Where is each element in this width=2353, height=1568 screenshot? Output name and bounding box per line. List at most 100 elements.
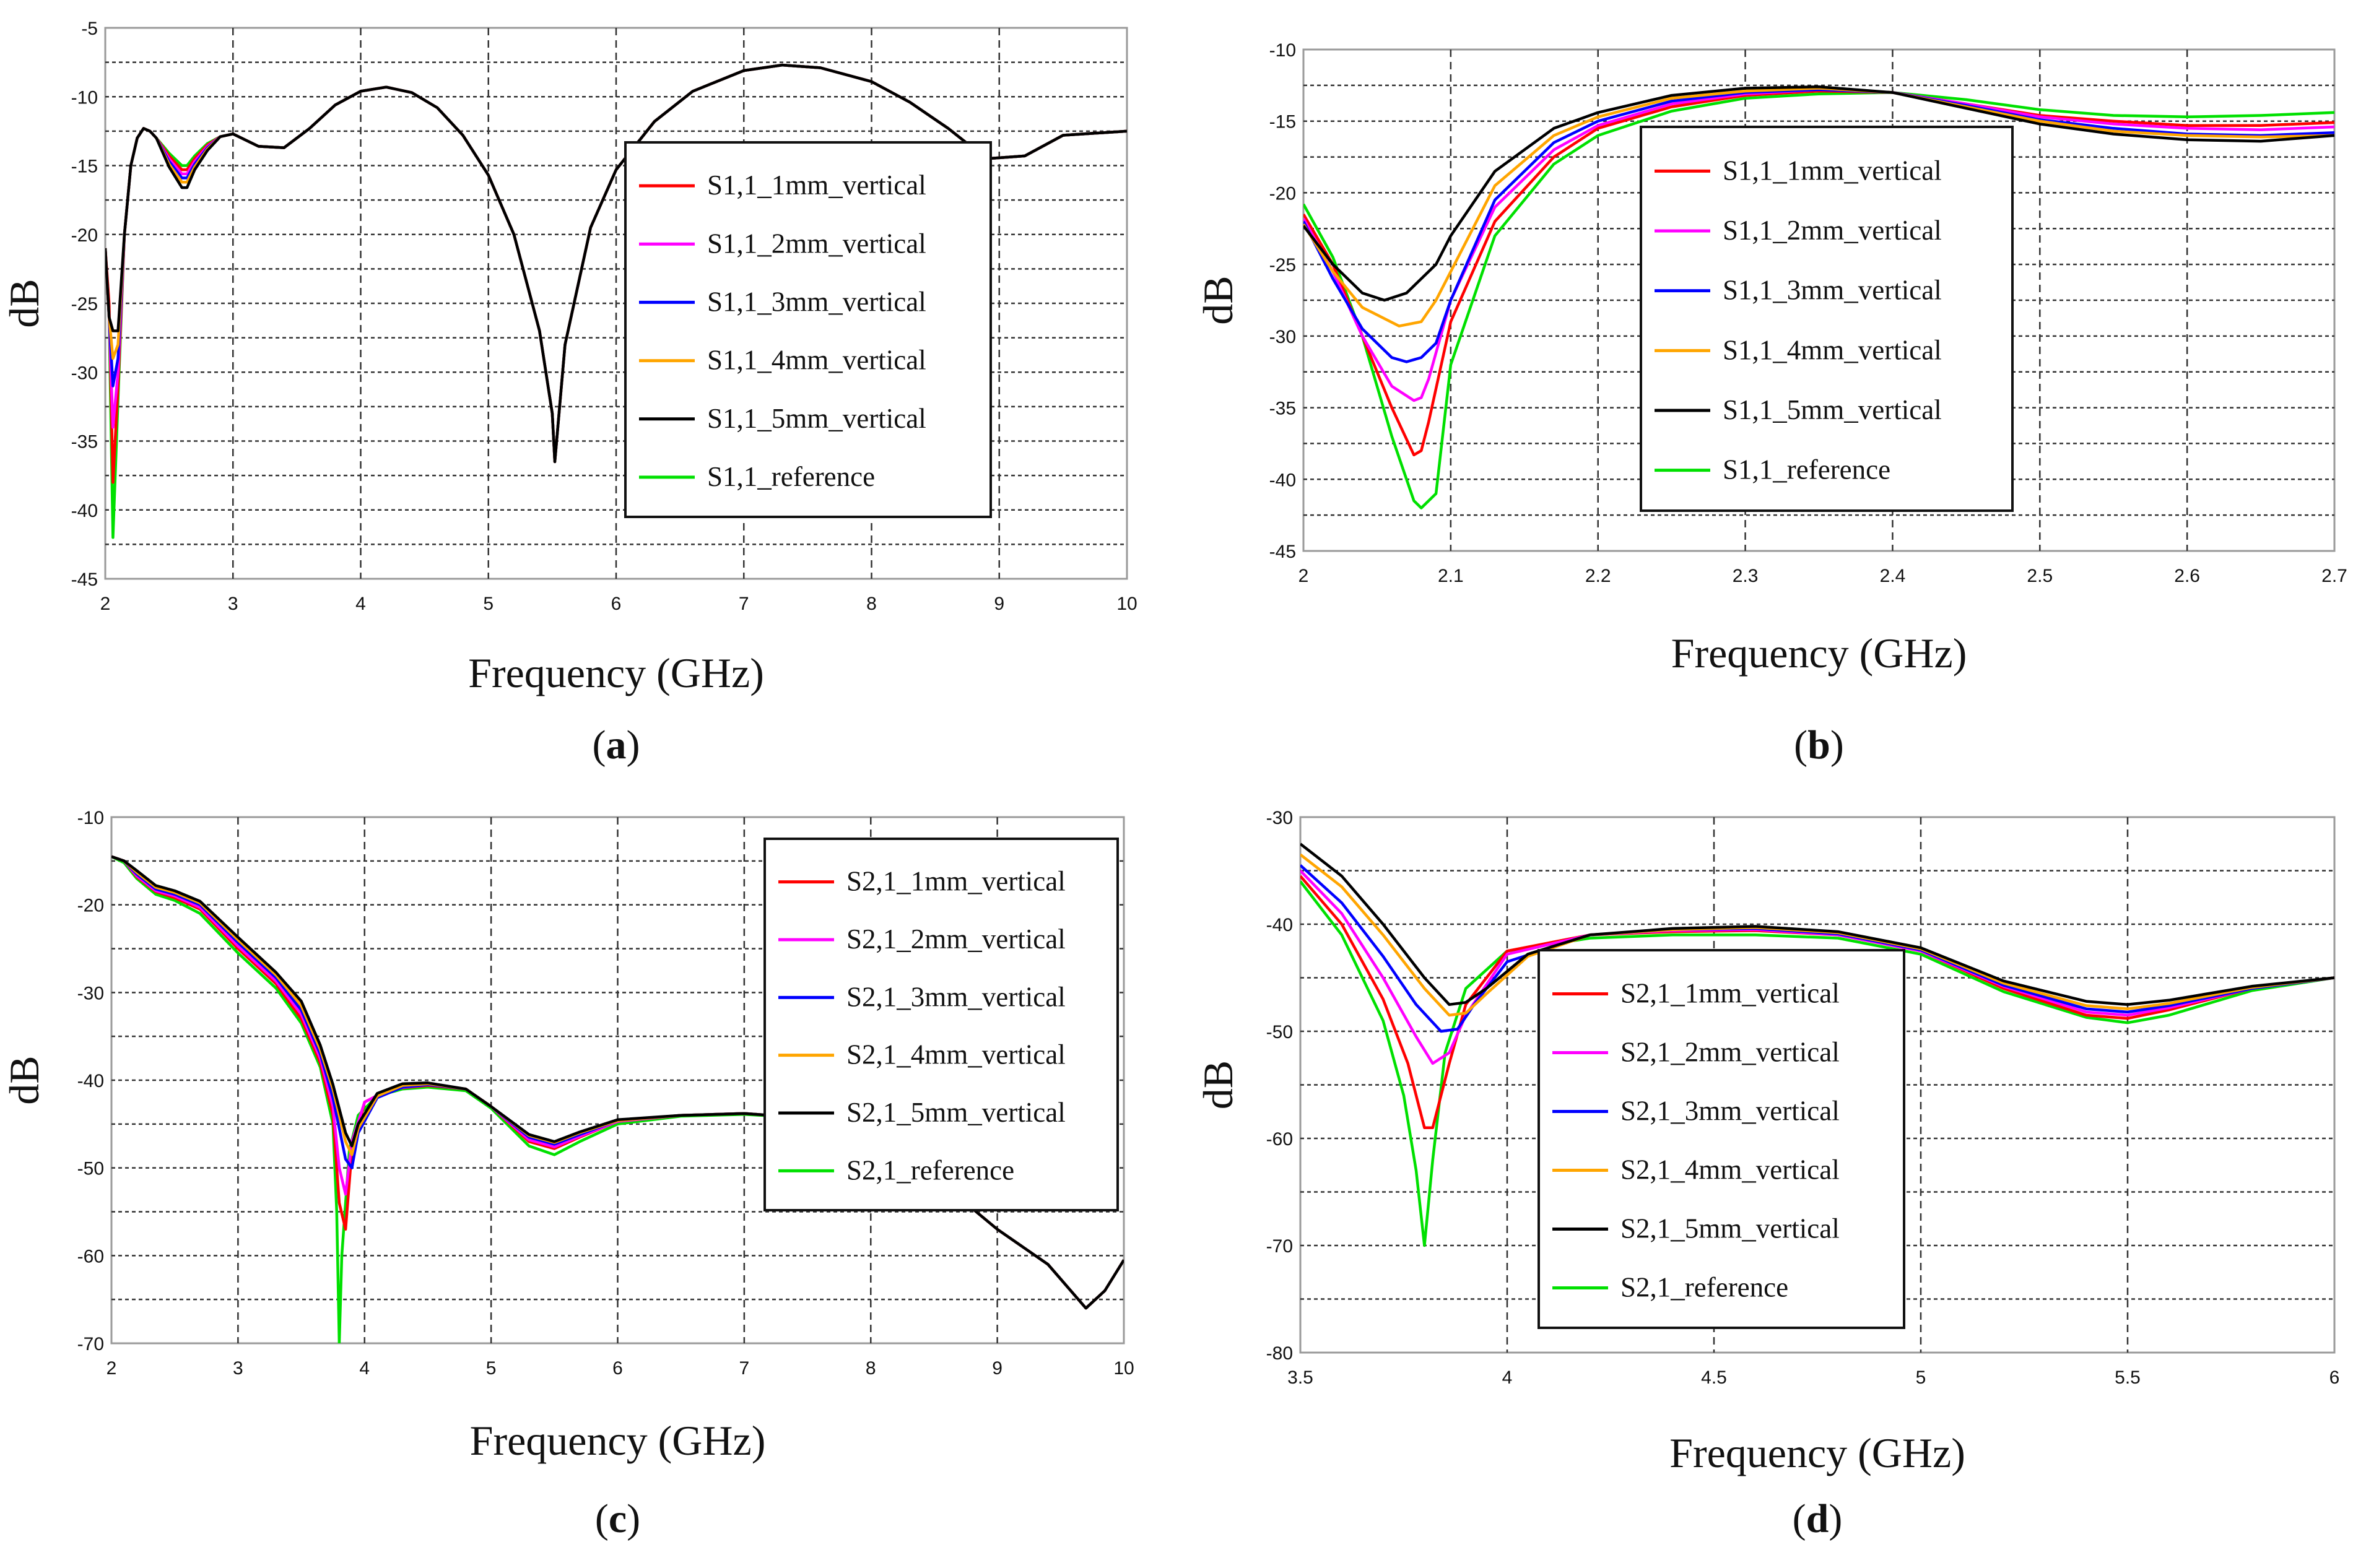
legend-label: S1,1_3mm_vertical: [1723, 275, 1942, 306]
x-axis-label: Frequency (GHz): [468, 649, 764, 696]
legend-box: [1537, 949, 1905, 1329]
y-tick-label: -10: [71, 87, 98, 108]
y-axis-label: dB: [1, 279, 48, 327]
x-tick-label: 5.5: [2115, 1367, 2141, 1388]
y-tick-label: -40: [71, 501, 98, 521]
x-tick-label: 10: [1116, 594, 1137, 614]
legend-label: S2,1_5mm_vertical: [1620, 1213, 1840, 1244]
x-tick-label: 4.5: [1701, 1367, 1727, 1388]
legend-label: S2,1_1mm_vertical: [846, 866, 1066, 897]
y-tick-label: -5: [81, 19, 98, 39]
y-tick-label: -20: [71, 225, 98, 246]
x-tick-label: 2: [100, 594, 111, 614]
y-tick-label: -60: [77, 1246, 104, 1267]
y-tick-label: -15: [71, 157, 98, 177]
x-tick-label: 3.5: [1287, 1367, 1313, 1388]
series-line-ref: [1300, 880, 2334, 1247]
legend-label: S2,1_2mm_vertical: [1620, 1037, 1840, 1068]
legend: S2,1_1mm_vertical S2,1_2mm_vertical S2,1_3…: [763, 838, 1119, 1211]
legend-box: [1640, 126, 2014, 512]
legend: S1,1_1mm_vertical S1,1_2mm_vertical S1,1_3…: [624, 141, 992, 518]
y-tick-label: -10: [77, 808, 104, 828]
y-tick-label: -40: [77, 1071, 104, 1091]
y-axis-label: dB: [1, 1055, 48, 1104]
x-tick-label: 2.5: [2027, 566, 2053, 586]
y-tick-label: -50: [77, 1159, 104, 1179]
x-axis-label: Frequency (GHz): [470, 1417, 766, 1464]
series-line-5mm: [1303, 85, 2334, 302]
y-tick-label: -45: [1269, 542, 1296, 562]
y-axis-label: dB: [1194, 275, 1242, 324]
y-tick-label: -50: [1266, 1022, 1293, 1042]
y-tick-label: -30: [71, 363, 98, 383]
legend-label: S1,1_5mm_vertical: [1723, 394, 1942, 425]
x-axis-label: Frequency (GHz): [1669, 1429, 1965, 1476]
panel-label: (a): [593, 722, 640, 768]
legend-label: S2,1_3mm_vertical: [1620, 1096, 1840, 1127]
y-tick-label: -30: [1266, 808, 1293, 828]
y-tick-label: -20: [77, 896, 104, 916]
x-tick-label: 2.6: [2174, 566, 2200, 586]
x-tick-label: 3: [228, 594, 238, 614]
legend-label: S2,1_4mm_vertical: [846, 1039, 1066, 1070]
y-tick-label: -10: [1269, 40, 1296, 61]
x-tick-label: 2: [107, 1358, 117, 1379]
legend: S1,1_1mm_vertical S1,1_2mm_vertical S1,1_3…: [1640, 126, 2014, 512]
legend-label: S2,1_4mm_vertical: [1620, 1154, 1840, 1185]
x-tick-label: 9: [994, 594, 1004, 614]
y-tick-label: -30: [1269, 327, 1296, 347]
y-tick-label: -45: [71, 570, 98, 590]
series-line-3mm: [1303, 88, 2334, 363]
series-line-ref: [1303, 91, 2334, 509]
x-tick-label: 4: [1502, 1367, 1513, 1388]
x-tick-label: 2.7: [2321, 566, 2347, 586]
legend-label: S1,1_5mm_vertical: [707, 403, 926, 434]
legend-label: S1,1_1mm_vertical: [1723, 155, 1942, 186]
x-tick-label: 3: [233, 1358, 243, 1379]
series-line-5mm: [1300, 842, 2334, 1007]
legend-label: S1,1_3mm_vertical: [707, 286, 926, 317]
x-tick-label: 5: [1916, 1367, 1926, 1388]
y-tick-label: -60: [1266, 1129, 1293, 1150]
y-tick-label: -30: [77, 983, 104, 1003]
x-tick-label: 8: [866, 1358, 876, 1379]
x-tick-label: 4: [355, 594, 366, 614]
series-line-4mm: [1303, 87, 2334, 327]
legend-label: S1,1_4mm_vertical: [1723, 334, 1942, 365]
legend-box: [624, 141, 992, 518]
x-tick-label: 2: [1298, 566, 1309, 586]
chart-panel-a: 2 3 4 5 6 7 8 9 10 -5 -10 -15 -20 -25 -30 -35 -40 -45 Freq…: [1, 19, 1137, 768]
y-tick-label: -70: [1266, 1236, 1293, 1257]
y-tick-label: -15: [1269, 112, 1296, 132]
chart-panel-d: 3.5 4 4.5 5 5.5 6 -30 -40 -50 -60 -70 -80 Frequency …: [1194, 808, 2339, 1541]
legend-label: S2,1_1mm_vertical: [1620, 978, 1840, 1009]
legend-label: S2,1_reference: [1620, 1272, 1788, 1303]
legend-label: S2,1_5mm_vertical: [846, 1097, 1066, 1128]
series-line-1mm: [1303, 89, 2334, 457]
panel-label: (c): [595, 1496, 640, 1541]
x-tick-label: 8: [866, 594, 877, 614]
legend: S2,1_1mm_vertical S2,1_2mm_vertical S2,1_3…: [1537, 949, 1905, 1329]
y-tick-label: -25: [1269, 255, 1296, 275]
legend-label: S1,1_reference: [1723, 454, 1890, 485]
y-tick-label: -40: [1269, 470, 1296, 490]
x-tick-label: 7: [739, 1358, 750, 1379]
x-tick-label: 2.1: [1438, 566, 1464, 586]
chart-panel-b: 2 2.1 2.2 2.3 2.4 2.5 2.6 2.7 -10 -15 -20 -25 -30 -35…: [1194, 40, 2347, 768]
y-tick-label: -70: [77, 1334, 104, 1354]
y-tick-label: -25: [71, 294, 98, 314]
x-tick-label: 10: [1113, 1358, 1134, 1379]
legend-label: S1,1_2mm_vertical: [1723, 215, 1942, 246]
series-lines: [1300, 842, 2334, 1247]
x-tick-label: 2.3: [1733, 566, 1759, 586]
y-tick-label: -35: [71, 432, 98, 453]
x-tick-label: 6: [612, 1358, 623, 1379]
y-tick-label: -80: [1266, 1343, 1293, 1364]
legend-label: S1,1_reference: [707, 461, 875, 492]
legend-label: S2,1_reference: [846, 1154, 1014, 1185]
legend-label: S1,1_2mm_vertical: [707, 228, 926, 259]
chart-panel-c: 2 3 4 5 6 7 8 9 10 -10 -20 -30 -40 -50 -60 -70 Frequency…: [1, 808, 1134, 1541]
panel-label: (d): [1793, 1496, 1843, 1541]
x-tick-label: 4: [359, 1358, 370, 1379]
